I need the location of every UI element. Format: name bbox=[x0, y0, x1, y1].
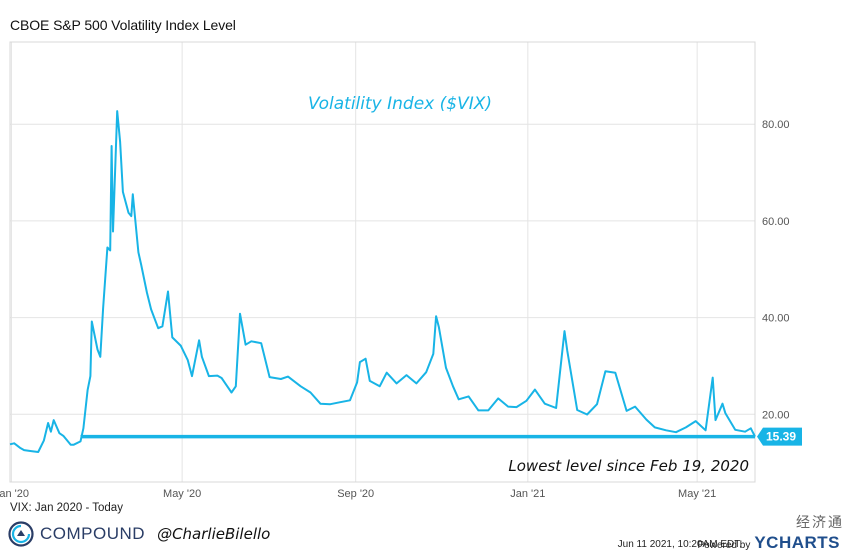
powered-by-label: Powered by bbox=[697, 540, 751, 551]
x-axis: Jan '20 May '20 Sep '20 Jan '21 May '21 bbox=[0, 488, 716, 500]
powered-by: Powered by YCHARTS bbox=[698, 533, 840, 553]
y-tick-label: 80.00 bbox=[762, 119, 790, 131]
y-tick-label: 20.00 bbox=[762, 409, 790, 421]
vix-line-chart: 20.00 40.00 60.00 80.00 Jan '20 May '20 Sep '… bbox=[0, 41, 802, 500]
grid-lines bbox=[10, 42, 755, 482]
x-tick-label: May '21 bbox=[678, 488, 716, 500]
last-value-label: 15.39 bbox=[766, 430, 796, 444]
reference-line-annotation: Lowest level since Feb 19, 2020 bbox=[508, 457, 749, 475]
last-value-badge: 15.39 bbox=[757, 427, 802, 446]
ycharts-logo: YCHARTS bbox=[754, 533, 840, 552]
inner-chart-title: Volatility Index ($VIX) bbox=[308, 94, 492, 114]
date-range-caption: VIX: Jan 2020 - Today bbox=[10, 502, 123, 514]
y-tick-label: 40.00 bbox=[762, 313, 790, 325]
x-tick-label: Sep '20 bbox=[337, 488, 374, 500]
y-tick-label: 60.00 bbox=[762, 216, 790, 228]
chart-title: CBOE S&P 500 Volatility Index Level bbox=[10, 17, 236, 33]
plot-area-border bbox=[9, 41, 756, 483]
last-value-badge-bg bbox=[757, 427, 802, 446]
watermark-text: 经济通 bbox=[796, 515, 844, 531]
compound-brand: COMPOUND @CharlieBilello bbox=[8, 521, 270, 547]
compound-brand-name: COMPOUND bbox=[40, 524, 146, 543]
x-tick-label: Jan '20 bbox=[0, 488, 29, 500]
author-handle: @CharlieBilello bbox=[157, 525, 271, 543]
timestamp: Jun 11 2021, 10:20AM EDT. bbox=[617, 539, 742, 550]
x-tick-label: May '20 bbox=[163, 488, 201, 500]
x-tick-label: Jan '21 bbox=[510, 488, 545, 500]
y-axis: 20.00 40.00 60.00 80.00 bbox=[762, 119, 790, 421]
compound-logo-icon bbox=[8, 521, 34, 547]
vix-series-line bbox=[9, 110, 756, 453]
